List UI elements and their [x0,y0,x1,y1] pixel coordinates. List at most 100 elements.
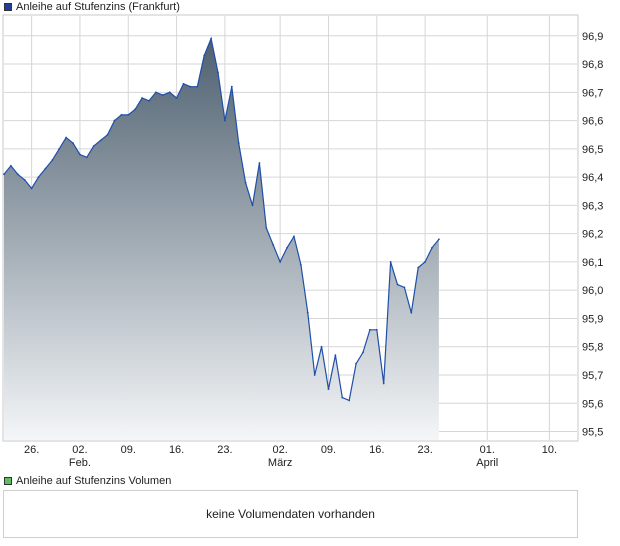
data-point [355,362,357,365]
x-tick-label: 01. [480,444,495,456]
data-point [134,108,137,111]
x-tick-label: 02. [272,444,287,456]
data-point [44,167,47,170]
data-point [265,227,268,229]
data-point [224,119,226,122]
y-tick-label: 96,7 [582,87,603,99]
data-point [65,136,68,139]
x-tick-label: 10. [542,444,557,456]
data-point [417,266,420,269]
x-tick-label: 02. [72,444,87,456]
data-point [306,311,309,314]
data-point [210,37,213,40]
y-tick-label: 95,6 [582,398,603,410]
y-tick-label: 95,5 [582,427,603,439]
volume-panel: keine Volumendaten vorhanden [3,490,578,538]
y-tick-label: 96,2 [582,229,603,241]
price-area [4,38,439,440]
data-point [113,119,116,122]
y-tick-label: 96,9 [582,31,603,43]
volume-empty-message: keine Volumendaten vorhanden [206,507,375,521]
data-point [37,176,40,179]
price-chart: 95,5 95,6 95,7 95,8 95,9 96,0 96,1 96,2 96,3 96,4… [2,14,603,469]
x-tick-label: 16. [169,444,184,456]
data-point [30,187,33,190]
data-point [375,328,378,331]
data-point [106,133,109,136]
data-point [251,204,254,207]
data-point [286,246,288,249]
data-point [182,82,185,85]
legend-price-swatch [4,3,12,11]
x-tick-label: 23. [417,444,432,456]
y-tick-label: 96,0 [582,285,603,297]
data-point [79,153,81,156]
y-axis: 95,5 95,6 95,7 95,8 95,9 96,0 96,1 96,2 96,3 96,4… [582,31,603,439]
data-point [51,159,54,162]
x-tick-sublabel: März [268,457,292,469]
data-point [154,91,157,94]
data-point [431,246,433,249]
data-point [99,139,102,142]
data-point [230,85,233,88]
legend-volume-label: Anleihe auf Stufenzins Volumen [16,475,172,487]
data-point [320,345,323,348]
data-point [279,261,282,263]
data-point [203,54,206,57]
data-point [189,85,192,88]
x-tick-label: 23. [217,444,232,456]
y-tick-label: 96,5 [582,144,603,156]
data-point [217,71,219,74]
data-point [313,374,316,376]
x-tick-label: 16. [369,444,384,456]
y-tick-label: 96,4 [582,172,603,184]
data-point [148,99,150,102]
legend-volume-swatch [4,477,12,485]
data-point [389,261,392,263]
data-point [382,382,385,385]
data-point [410,311,413,314]
x-tick-label: 09. [321,444,336,456]
data-point [127,114,130,116]
y-tick-label: 96,8 [582,59,603,71]
price-line [3,36,440,402]
data-point [424,261,427,263]
data-point [272,244,275,246]
data-point [348,399,351,402]
x-tick-label: 09. [121,444,136,456]
data-point [244,181,247,184]
data-point [403,286,406,289]
y-tick-label: 96,3 [582,200,603,212]
data-point [341,396,344,399]
legend-price: Anleihe auf Stufenzins (Frankfurt) [4,0,180,14]
data-point [16,173,19,176]
data-point [161,94,164,97]
data-point [293,235,295,238]
data-point [85,156,88,159]
x-tick-label: 26. [24,444,39,456]
data-point [58,147,61,150]
data-point [196,85,199,88]
data-point [120,114,123,116]
data-point [258,162,261,164]
data-point [396,283,399,286]
data-point [92,145,95,147]
y-tick-label: 95,7 [582,370,603,382]
data-point [72,142,74,145]
data-point [438,238,440,241]
data-point [299,263,302,266]
data-point [168,91,171,94]
data-points [3,37,440,402]
y-tick-label: 96,6 [582,116,603,128]
data-point [327,388,330,391]
data-point [10,164,12,167]
data-point [3,173,5,176]
y-tick-label: 95,9 [582,313,603,325]
x-tick-sublabel: April [476,457,498,469]
data-point [362,351,364,354]
data-point [141,97,143,99]
data-point [368,328,371,331]
data-point [237,142,240,145]
y-tick-label: 96,1 [582,257,603,269]
